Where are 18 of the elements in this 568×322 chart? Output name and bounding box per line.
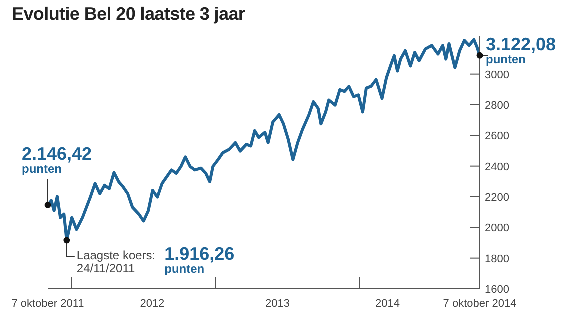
annotation: Laagste koers: 24/11/2011 [76,248,156,276]
x-tick-label: 2014 [376,298,400,310]
x-tick-label: 2013 [266,298,290,310]
annotation: 2.146,42 punten [22,144,92,176]
annotation: 3.122,08 punten [486,34,556,67]
y-tick-label: 2400 [485,161,510,174]
annotation: 1.916,26 punten [164,244,235,276]
y-tick-label: 2600 [485,130,510,143]
x-tick-label: 2012 [140,298,165,310]
x-tick-label: 7 oktober 2014 [443,298,517,310]
y-tick-label: 2200 [485,192,510,204]
y-tick-label: 2000 [485,222,510,235]
y-tick-label: 3000 [485,69,510,82]
chart-title: Evolutie Bel 20 laatste 3 jaar [12,4,246,25]
y-tick-label: 1600 [485,284,510,296]
y-tick-label: 2800 [485,100,510,112]
y-tick-label: 1800 [485,253,510,266]
x-tick-label: 7 oktober 2011 [12,298,84,310]
